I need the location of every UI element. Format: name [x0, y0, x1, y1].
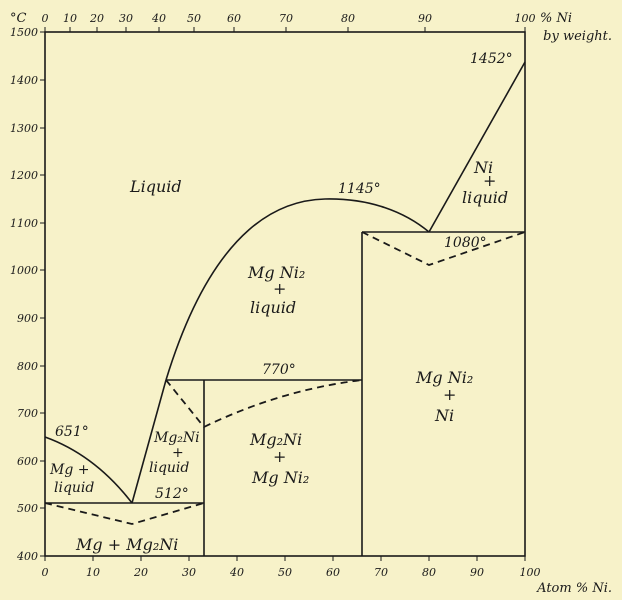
x-tick-label: 40	[229, 566, 244, 579]
x-tick-label: 20	[133, 566, 148, 579]
temp-1080: 1080°	[444, 235, 487, 251]
y-tick-label: 1400	[10, 74, 38, 87]
region-mg2ni-liquid-2: +	[172, 445, 184, 461]
x-tick-label: 90	[470, 566, 484, 579]
dashed-peritectic-left	[166, 380, 204, 427]
temp-1452: 1452°	[470, 51, 513, 67]
top-tick-label: 10	[63, 12, 77, 25]
top-tick-label: 40	[151, 12, 166, 25]
temp-1145: 1145°	[338, 181, 381, 197]
y-tick-label: 700	[17, 407, 38, 420]
x-tick-label: 70	[374, 566, 388, 579]
top-tick-label: 20	[89, 12, 104, 25]
region-liquid: Liquid	[129, 177, 182, 196]
top-tick-label: 30	[119, 12, 133, 25]
y-tick-label: 600	[17, 455, 38, 468]
y-tick-label: 400	[16, 550, 38, 563]
x-tick-label: 0	[42, 566, 49, 579]
region-mg2ni-liquid-3: liquid	[149, 460, 189, 476]
y-tick-label: 1300	[10, 122, 38, 135]
temp-770: 770°	[262, 362, 296, 378]
x-tick-label: 80	[422, 566, 436, 579]
top-tick-label: 80	[341, 12, 355, 25]
region-mg2ni-mgni2-2: +	[273, 447, 286, 466]
y-tick-label: 1000	[10, 264, 38, 277]
top-axis-title: % Ni	[540, 11, 572, 26]
region-mgni2-ni-2: +	[443, 385, 456, 404]
top-axis-labels: 0 10 20 30 40 50 60 70 80 90 100	[42, 12, 536, 25]
region-ni-liquid-3: liquid	[462, 188, 508, 207]
y-tick-label: 900	[17, 312, 38, 325]
y-tick-label: 800	[17, 360, 38, 373]
bottom-axis-title: Atom % Ni.	[536, 581, 612, 596]
x-tick-label: 10	[86, 566, 100, 579]
temp-512: 512°	[155, 486, 189, 502]
region-mg2ni-liquid-1: Mg₂Ni	[153, 430, 200, 446]
top-tick-label: 60	[227, 12, 241, 25]
temp-651: 651°	[55, 424, 89, 440]
liquidus-mgni2	[166, 199, 429, 380]
top-tick-label: 0	[42, 12, 49, 25]
region-mg-liquid-1: Mg +	[49, 462, 89, 478]
top-tick-label: 70	[279, 12, 293, 25]
x-tick-label: 30	[182, 566, 196, 579]
region-mgni2-ni-3: Ni	[434, 406, 454, 425]
top-tick-label: 100	[515, 12, 536, 25]
x-tick-label: 50	[278, 566, 292, 579]
x-tick-label: 100	[520, 566, 541, 579]
y-axis-labels: 400 500 600 700 800 900 1000 1100 1200 1…	[10, 26, 38, 563]
y-unit-label: °C	[10, 11, 27, 26]
top-axis-note: by weight.	[543, 29, 612, 44]
y-tick-label: 1100	[10, 217, 38, 230]
x-tick-label: 60	[326, 566, 340, 579]
region-mgni2-liquid-2: +	[273, 279, 286, 298]
y-tick-label: 1500	[10, 26, 38, 39]
top-tick-label: 50	[187, 12, 201, 25]
top-tick-label: 90	[418, 12, 432, 25]
region-mg-mg2ni: Mg + Mg₂Ni	[75, 535, 178, 554]
region-mgni2-liquid-3: liquid	[250, 298, 296, 317]
dashed-peritectic-right	[204, 380, 362, 427]
bottom-axis-labels: 0 10 20 30 40 50 60 70 80 90 100	[42, 566, 541, 579]
y-tick-label: 500	[17, 502, 38, 515]
dashed-mg-mg2ni	[45, 503, 204, 524]
region-mg2ni-mgni2-3: Mg Ni₂	[251, 468, 309, 487]
region-mg-liquid-2: liquid	[54, 480, 94, 496]
y-tick-label: 1200	[10, 169, 38, 182]
